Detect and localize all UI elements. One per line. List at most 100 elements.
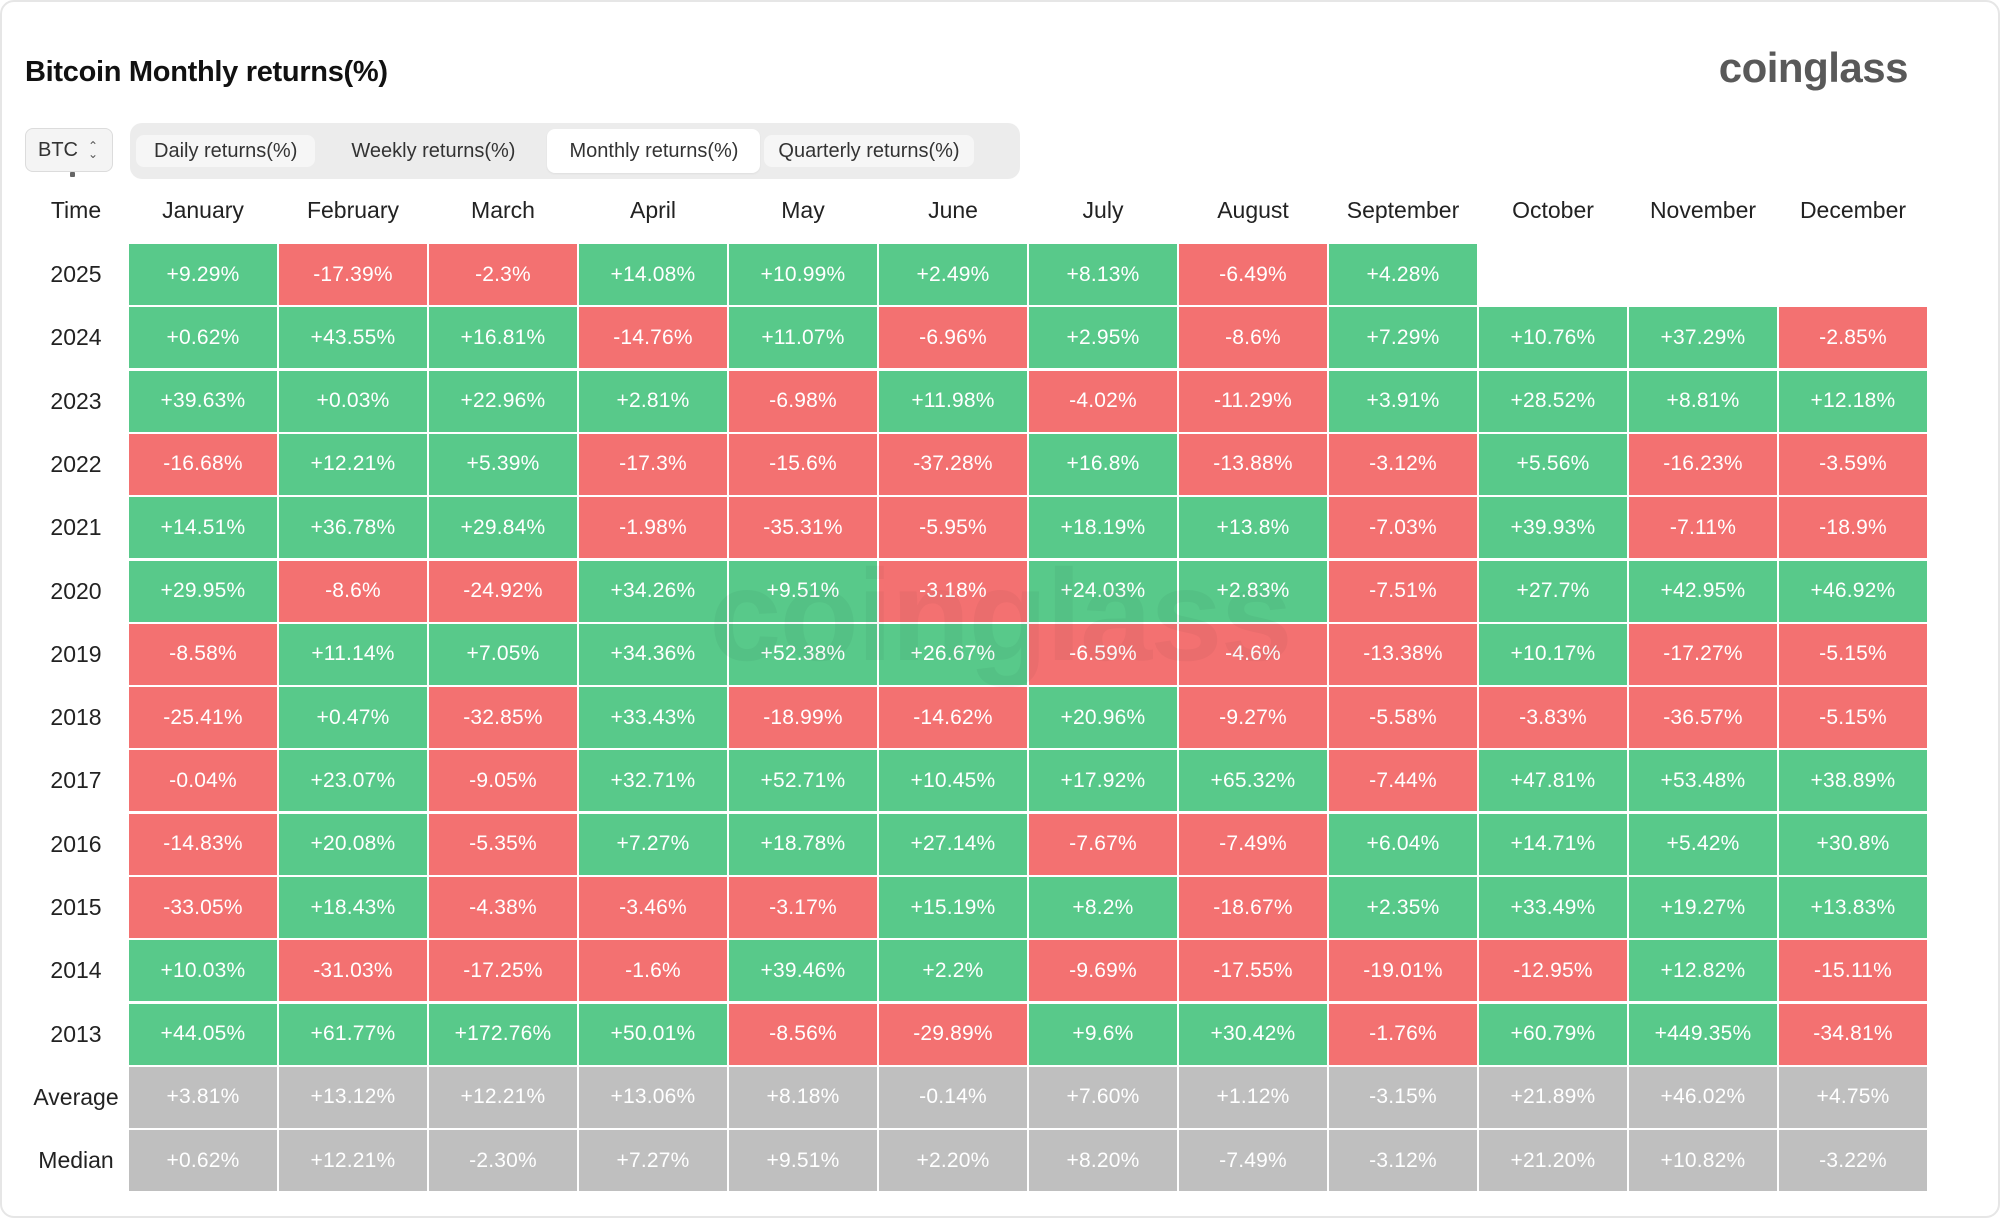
return-cell: +20.96% bbox=[1029, 687, 1177, 749]
return-cell: +11.07% bbox=[729, 307, 877, 369]
month-header-may: May bbox=[781, 197, 825, 223]
return-cell: -7.49% bbox=[1179, 813, 1327, 875]
return-cell: -3.15% bbox=[1329, 1066, 1477, 1128]
return-cell: +21.89% bbox=[1479, 1066, 1627, 1128]
return-cell: -3.17% bbox=[729, 877, 877, 938]
tab-quarterly-returns[interactable]: Quarterly returns(%) bbox=[764, 135, 974, 167]
return-cell: +0.62% bbox=[129, 1130, 277, 1192]
tab-daily-returns[interactable]: Daily returns(%) bbox=[136, 135, 316, 167]
return-cell: +10.45% bbox=[879, 750, 1027, 812]
return-cell: -4.6% bbox=[1179, 623, 1327, 685]
return-cell: +47.81% bbox=[1479, 750, 1627, 812]
return-cell: +32.71% bbox=[579, 750, 727, 812]
return-cell: +2.83% bbox=[1179, 560, 1327, 622]
cursor-dot-icon bbox=[70, 172, 75, 177]
row-label-2025: 2025 bbox=[50, 261, 102, 287]
return-cell: -3.12% bbox=[1329, 433, 1477, 495]
return-cell: +17.92% bbox=[1029, 750, 1177, 812]
row-label-average: Average bbox=[33, 1083, 119, 1110]
return-cell: -6.96% bbox=[879, 307, 1027, 369]
month-header-october: October bbox=[1512, 197, 1594, 223]
return-cell: -33.05% bbox=[129, 877, 277, 938]
tab-weekly-returns[interactable]: Weekly returns(%) bbox=[351, 139, 516, 162]
return-cell: +2.2% bbox=[879, 940, 1027, 1002]
return-cell: -2.3% bbox=[429, 244, 577, 305]
return-cell: +10.17% bbox=[1479, 623, 1627, 685]
return-cell: -24.92% bbox=[429, 560, 577, 622]
return-cell: -3.18% bbox=[879, 560, 1027, 622]
return-cell: +18.19% bbox=[1029, 497, 1177, 559]
row-label-2024: 2024 bbox=[50, 324, 102, 351]
month-header-december: December bbox=[1799, 197, 1907, 223]
return-cell: +12.21% bbox=[279, 1130, 427, 1192]
return-cell: -4.02% bbox=[1029, 370, 1177, 432]
return-cell: -5.35% bbox=[429, 813, 577, 875]
return-cell: +9.29% bbox=[129, 244, 277, 305]
asset-select-value: BTC bbox=[38, 138, 78, 161]
return-cell: +7.60% bbox=[1029, 1066, 1177, 1128]
return-cell: +11.14% bbox=[279, 623, 427, 685]
return-cell: +6.04% bbox=[1329, 813, 1477, 875]
return-cell: +12.18% bbox=[1779, 370, 1927, 432]
return-cell: -0.14% bbox=[879, 1066, 1027, 1128]
return-cell: -9.69% bbox=[1029, 940, 1177, 1002]
return-cell: -7.44% bbox=[1329, 750, 1477, 812]
return-cell: +43.55% bbox=[279, 307, 427, 369]
return-cell: -17.39% bbox=[279, 244, 427, 305]
return-cell: +65.32% bbox=[1179, 750, 1327, 812]
return-cell: -3.22% bbox=[1779, 1130, 1927, 1192]
return-cell: +3.81% bbox=[129, 1066, 277, 1128]
return-cell: +8.20% bbox=[1029, 1130, 1177, 1192]
return-cell: -16.68% bbox=[129, 433, 277, 495]
return-cell: +9.51% bbox=[729, 1130, 877, 1192]
return-cell: -8.6% bbox=[1179, 307, 1327, 369]
return-cell: -8.6% bbox=[279, 560, 427, 622]
month-header-september: September bbox=[1346, 197, 1460, 223]
return-cell: -18.99% bbox=[729, 687, 877, 749]
return-cell: +50.01% bbox=[579, 1003, 727, 1065]
return-cell: -0.04% bbox=[129, 750, 277, 812]
return-cell: +16.8% bbox=[1029, 433, 1177, 495]
return-cell: +34.36% bbox=[579, 623, 727, 685]
return-cell: +33.43% bbox=[579, 687, 727, 749]
return-cell: +10.99% bbox=[729, 244, 877, 305]
return-cell: +30.8% bbox=[1779, 813, 1927, 875]
return-cell: -17.55% bbox=[1179, 940, 1327, 1002]
return-cell: +7.27% bbox=[579, 1130, 727, 1192]
return-cell: +7.27% bbox=[579, 813, 727, 875]
return-cell: -18.9% bbox=[1779, 497, 1927, 559]
return-cell: -5.95% bbox=[879, 497, 1027, 559]
return-cell: +8.18% bbox=[729, 1066, 877, 1128]
row-label-2017: 2017 bbox=[50, 767, 102, 794]
return-cell: -7.49% bbox=[1179, 1130, 1327, 1192]
return-cell: +39.46% bbox=[729, 940, 877, 1002]
return-cell: +39.63% bbox=[129, 370, 277, 432]
return-cell: +2.20% bbox=[879, 1130, 1027, 1192]
return-cell: -17.25% bbox=[429, 940, 577, 1002]
return-cell: +13.8% bbox=[1179, 497, 1327, 559]
return-cell: -3.46% bbox=[579, 877, 727, 938]
return-cell: -35.31% bbox=[729, 497, 877, 559]
return-cell: +0.03% bbox=[279, 370, 427, 432]
return-cell: -1.76% bbox=[1329, 1003, 1477, 1065]
return-cell: +19.27% bbox=[1629, 877, 1777, 938]
return-cell: -17.3% bbox=[579, 433, 727, 495]
return-cell: +13.83% bbox=[1779, 877, 1927, 938]
return-cell: +38.89% bbox=[1779, 750, 1927, 812]
return-cell: -4.38% bbox=[429, 877, 577, 938]
return-cell: +30.42% bbox=[1179, 1003, 1327, 1065]
month-header-april: April bbox=[629, 197, 676, 223]
return-cell: +60.79% bbox=[1479, 1003, 1627, 1065]
asset-select[interactable]: BTC ⌃ ⌄ bbox=[25, 128, 113, 177]
return-cell: -15.11% bbox=[1779, 940, 1927, 1002]
return-cell: +11.98% bbox=[879, 370, 1027, 432]
tab-monthly-returns[interactable]: Monthly returns(%) bbox=[547, 129, 761, 173]
return-cell: +10.82% bbox=[1629, 1130, 1777, 1192]
row-label-2022: 2022 bbox=[50, 450, 102, 477]
return-cell: +20.08% bbox=[279, 813, 427, 875]
return-cell: +21.20% bbox=[1479, 1130, 1627, 1192]
return-cell: +3.91% bbox=[1329, 370, 1477, 432]
return-cell: -32.85% bbox=[429, 687, 577, 749]
return-cell: -1.98% bbox=[579, 497, 727, 559]
month-header-january: January bbox=[162, 197, 244, 223]
